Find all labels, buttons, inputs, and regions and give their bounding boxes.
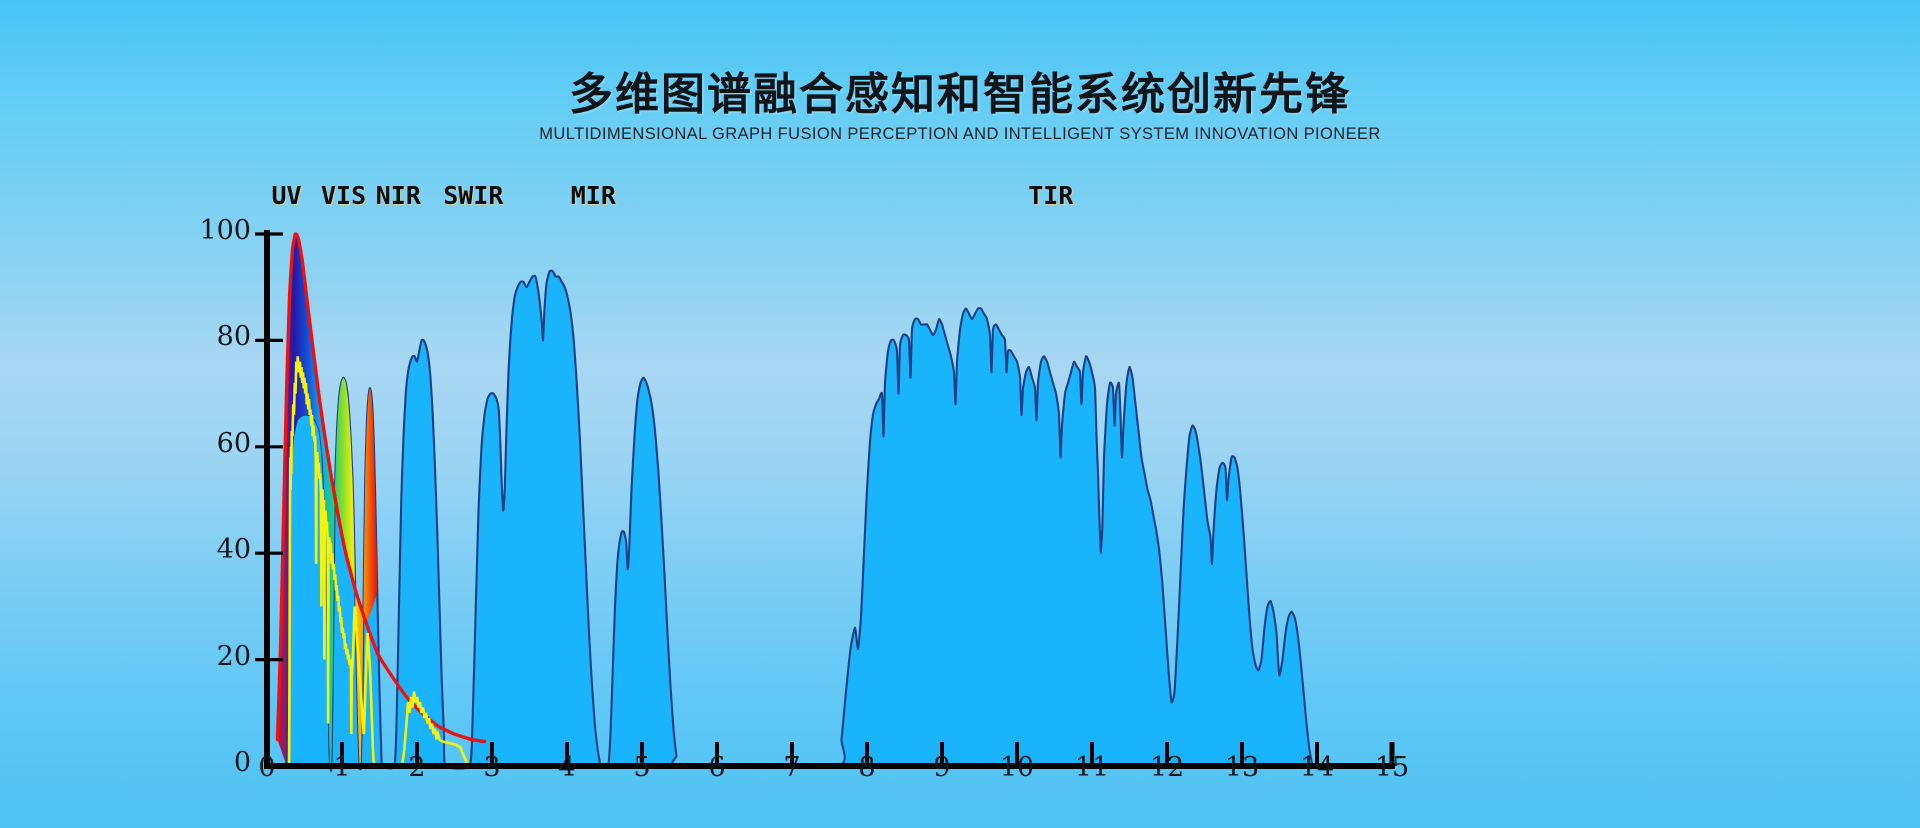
x-axis-tick-label: 1: [333, 752, 351, 783]
y-axis-ticks: [255, 232, 283, 662]
x-axis-tick-label: 3: [483, 752, 501, 783]
y-axis-tick-label: 0: [233, 747, 251, 778]
x-axis-tick-label: 4: [558, 752, 576, 783]
band-label-mir: MIR: [570, 181, 616, 210]
y-axis-tick-label: 20: [216, 640, 251, 672]
band-label-uv: UV: [271, 181, 302, 210]
band-label-swir: SWIR: [443, 181, 504, 210]
x-axis-tick-label: 5: [633, 752, 651, 783]
x-axis-tick-label: 8: [858, 752, 876, 783]
band-label-nir: NIR: [375, 181, 421, 210]
x-axis-ticks: [264, 742, 1395, 769]
band-label-tir: TIR: [1028, 181, 1074, 210]
band-label-vis: VIS: [321, 181, 367, 210]
x-axis-tick-label: 15: [1374, 752, 1410, 783]
x-axis-tick-label: 7: [783, 752, 801, 783]
x-axis-tick-label: 0: [258, 752, 276, 783]
x-axis-tick-label: 10: [999, 752, 1035, 783]
x-axis-tick-label: 2: [408, 752, 426, 783]
x-axis-tick-label: 13: [1224, 752, 1260, 783]
x-axis-tick-label: 11: [1074, 752, 1110, 783]
y-axis-tick-label: 100: [199, 215, 251, 246]
page-subtitle: MULTIDIMENSIONAL GRAPH FUSION PERCEPTION…: [539, 125, 1381, 143]
y-axis-tick-label: 80: [216, 321, 251, 353]
chart-axes: [255, 230, 1395, 769]
y-axis-tick-label: 60: [216, 427, 251, 459]
x-axis-tick-label: 14: [1299, 752, 1335, 783]
x-axis-tick-label: 12: [1149, 752, 1185, 783]
solar-envelope-curve: [275, 232, 487, 744]
atmospheric-transmission-area: [286, 270, 1313, 771]
atmospheric-transmission-outline: [285, 269, 1314, 772]
x-axis-tick-label: 6: [708, 752, 726, 783]
y-axis-tick-label: 40: [216, 534, 251, 566]
measured-irradiance-curve: [287, 356, 471, 768]
x-axis-tick-label: 9: [933, 752, 951, 783]
page-title: 多维图谱融合感知和智能系统创新先锋: [569, 69, 1351, 120]
